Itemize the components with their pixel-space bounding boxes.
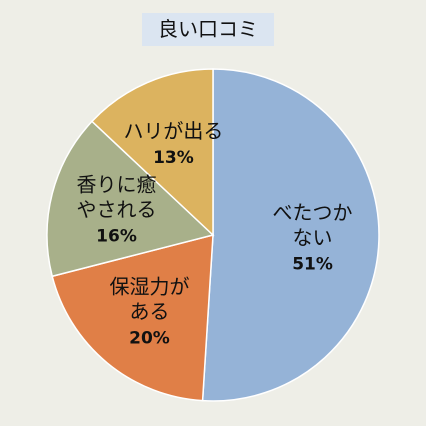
chart-title: 良い口コミ (142, 13, 274, 46)
category-label: 保湿力が ある (109, 274, 190, 324)
slice-label: べたつか ない 51% (273, 201, 353, 276)
pie-slice (90, 68, 214, 237)
value-label: 51% (292, 254, 333, 275)
pie-slice (51, 234, 214, 402)
slice-label: ハリが出る 13% (123, 118, 223, 168)
pie-slice (201, 68, 380, 402)
category-label: ハリが出る (123, 118, 224, 143)
value-label: 13% (153, 147, 194, 168)
value-label: 16% (96, 226, 137, 247)
pie-slice (46, 120, 215, 278)
slice-label: 保湿力が ある 20% (110, 274, 190, 349)
value-label: 20% (129, 328, 170, 349)
category-label: べたつか ない (272, 200, 353, 250)
slice-label: 香りに癒 やされる 16% (77, 173, 157, 248)
category-label: 香りに癒 やされる (76, 172, 157, 222)
